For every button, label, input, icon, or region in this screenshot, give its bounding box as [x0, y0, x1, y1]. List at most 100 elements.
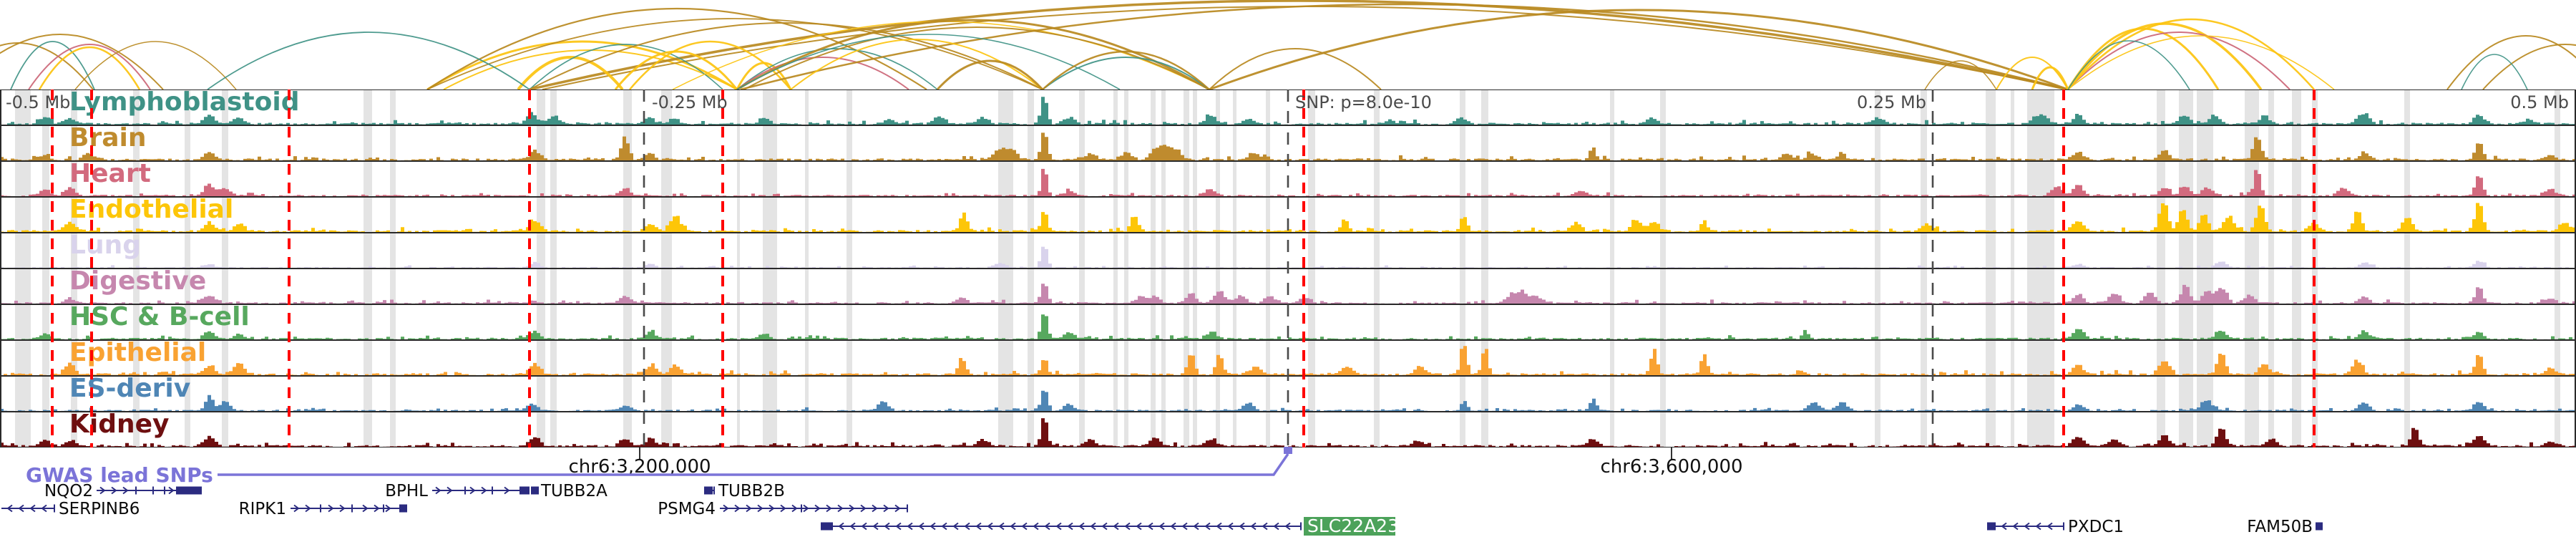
axis-tick-label-minus025: -0.25 Mb	[652, 92, 728, 112]
interaction-arc	[2461, 54, 2528, 90]
gene-tubb2b: TUBB2B	[704, 482, 785, 500]
strand-arrow	[884, 522, 890, 531]
strand-arrow	[1284, 522, 1291, 531]
interaction-arc	[426, 18, 1043, 90]
strand-arrow	[99, 486, 106, 495]
strand-arrow	[122, 486, 129, 495]
interaction-arc	[2067, 32, 2290, 90]
strand-arrow	[1170, 522, 1176, 531]
strand-arrow	[385, 504, 391, 513]
strand-arrow	[168, 486, 175, 495]
track-es-deriv: ES-deriv	[0, 374, 2576, 412]
strand-arrow	[826, 504, 832, 513]
interaction-arc	[529, 44, 723, 90]
strand-arrow	[1273, 522, 1279, 531]
gene-bphl: BPHL	[385, 482, 530, 500]
strand-arrow	[339, 504, 346, 513]
strand-arrow	[1067, 522, 1073, 531]
strand-arrow	[746, 504, 752, 513]
strand-arrow	[1204, 522, 1211, 531]
interaction-arc	[207, 32, 530, 90]
interaction-arc	[38, 46, 141, 90]
snp-pvalue-label: SNP: p=8.0e-10	[1295, 92, 1432, 112]
strand-arrow	[504, 486, 510, 495]
interaction-arc	[790, 39, 1043, 90]
strand-arrow	[1090, 522, 1096, 531]
strand-arrow	[803, 504, 809, 513]
strand-arrow	[2046, 522, 2053, 531]
strand-arrow	[1124, 522, 1131, 531]
gene-nqo2: NQO2	[44, 482, 202, 500]
signal-brain	[0, 132, 2576, 161]
interaction-arc	[736, 57, 909, 90]
interaction-arc	[2067, 18, 2315, 90]
strand-arrow	[975, 522, 982, 531]
exon-block	[519, 486, 530, 495]
interaction-arc	[0, 34, 164, 90]
strand-arrow	[374, 504, 380, 513]
interaction-arc	[529, 0, 2069, 90]
interaction-arc	[2067, 22, 2263, 90]
signal-tracks-area: Lymphoblastoid Brain Heart Endothelial Lung D…	[0, 87, 2576, 448]
strand-arrow	[469, 486, 476, 495]
gene-label: TUBB2A	[540, 482, 608, 500]
exon-block	[1987, 522, 1996, 531]
track-heart: Heart	[0, 159, 2576, 197]
strand-arrow	[895, 522, 902, 531]
track-lung: Lung	[0, 231, 2576, 268]
interaction-arc	[1924, 60, 1997, 90]
interaction-arc	[2067, 35, 2335, 90]
strand-arrow	[1193, 522, 1199, 531]
exon-block	[2316, 522, 2323, 531]
strand-arrow	[838, 522, 844, 531]
strand-arrow	[791, 504, 798, 513]
strand-arrow	[987, 522, 993, 531]
strand-arrow	[1158, 522, 1165, 531]
strand-arrow	[111, 486, 117, 495]
interaction-arcs-layer	[0, 0, 2576, 90]
chr-coordinate-label: chr6:3,600,000	[1600, 456, 1742, 478]
strand-arrow	[481, 486, 487, 495]
gene-fam50b: FAM50B	[2247, 518, 2323, 536]
interaction-arc	[1209, 9, 2069, 90]
strand-arrow	[2012, 522, 2019, 531]
track-label: Heart	[69, 159, 151, 188]
strand-arrow	[1262, 522, 1268, 531]
interaction-arc	[529, 22, 1043, 90]
track-label: Brain	[69, 123, 147, 153]
gwas-snp-marker	[1284, 447, 1292, 454]
strand-arrow	[814, 504, 821, 513]
interaction-arc	[736, 48, 938, 90]
strand-arrow	[1021, 522, 1028, 531]
strand-arrow	[1078, 522, 1085, 531]
strand-arrow	[435, 486, 441, 495]
interaction-arc	[2031, 66, 2069, 90]
gene-label: SLC22A23	[1307, 516, 1399, 536]
strand-arrow	[849, 504, 855, 513]
strand-arrow	[1216, 522, 1222, 531]
interaction-arc	[2446, 35, 2576, 90]
strand-arrow	[769, 504, 775, 513]
strand-arrow	[872, 522, 879, 531]
gene-label: RIPK1	[239, 500, 286, 518]
signal-endothelial	[0, 203, 2576, 233]
strand-arrow	[1250, 522, 1257, 531]
strand-arrow	[1181, 522, 1188, 531]
track-endothelial: Endothelial	[0, 195, 2576, 233]
strand-arrow	[998, 522, 1005, 531]
interaction-arc	[740, 3, 2069, 90]
strand-arrow	[305, 504, 311, 513]
interaction-arc	[736, 19, 1210, 90]
gwas-lead-snps-label: GWAS lead SNPs	[26, 463, 213, 487]
gene-ripk1: RIPK1	[239, 500, 407, 518]
strand-arrow	[1227, 522, 1234, 531]
strand-arrow	[2024, 522, 2030, 531]
gene-pxdc1: PXDC1	[1987, 518, 2124, 536]
gene-label: SERPINB6	[59, 500, 140, 518]
strand-arrow	[293, 504, 300, 513]
track-label: Endothelial	[69, 195, 234, 224]
strand-arrow	[41, 504, 47, 513]
track-lymphoblastoid: Lymphoblastoid	[0, 87, 2576, 125]
